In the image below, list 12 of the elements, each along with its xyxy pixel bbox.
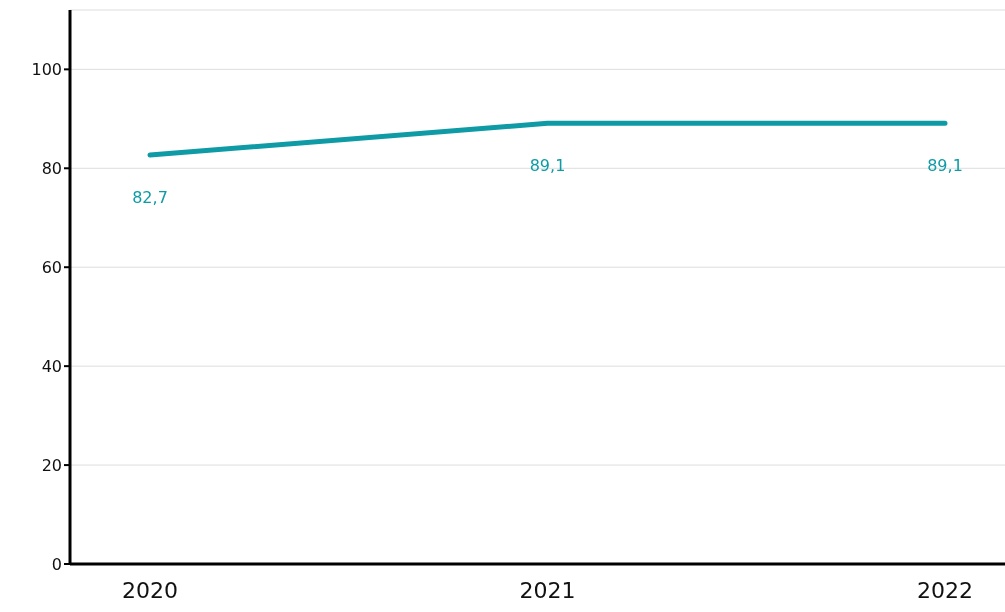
y-tick-label: 20 xyxy=(41,455,62,475)
y-tick-label: 0 xyxy=(51,554,62,574)
x-tick-label: 2022 xyxy=(917,577,973,603)
data-label: 82,7 xyxy=(132,187,168,207)
y-tick-label: 40 xyxy=(41,356,62,376)
y-tick-label: 80 xyxy=(41,158,62,178)
data-label: 89,1 xyxy=(927,156,963,176)
data-label: 89,1 xyxy=(529,156,566,176)
x-tick-label: 2020 xyxy=(122,577,178,603)
y-tick-label: 60 xyxy=(41,257,62,277)
y-tick-label: 100 xyxy=(31,60,62,80)
x-tick-label: 2021 xyxy=(519,577,576,603)
